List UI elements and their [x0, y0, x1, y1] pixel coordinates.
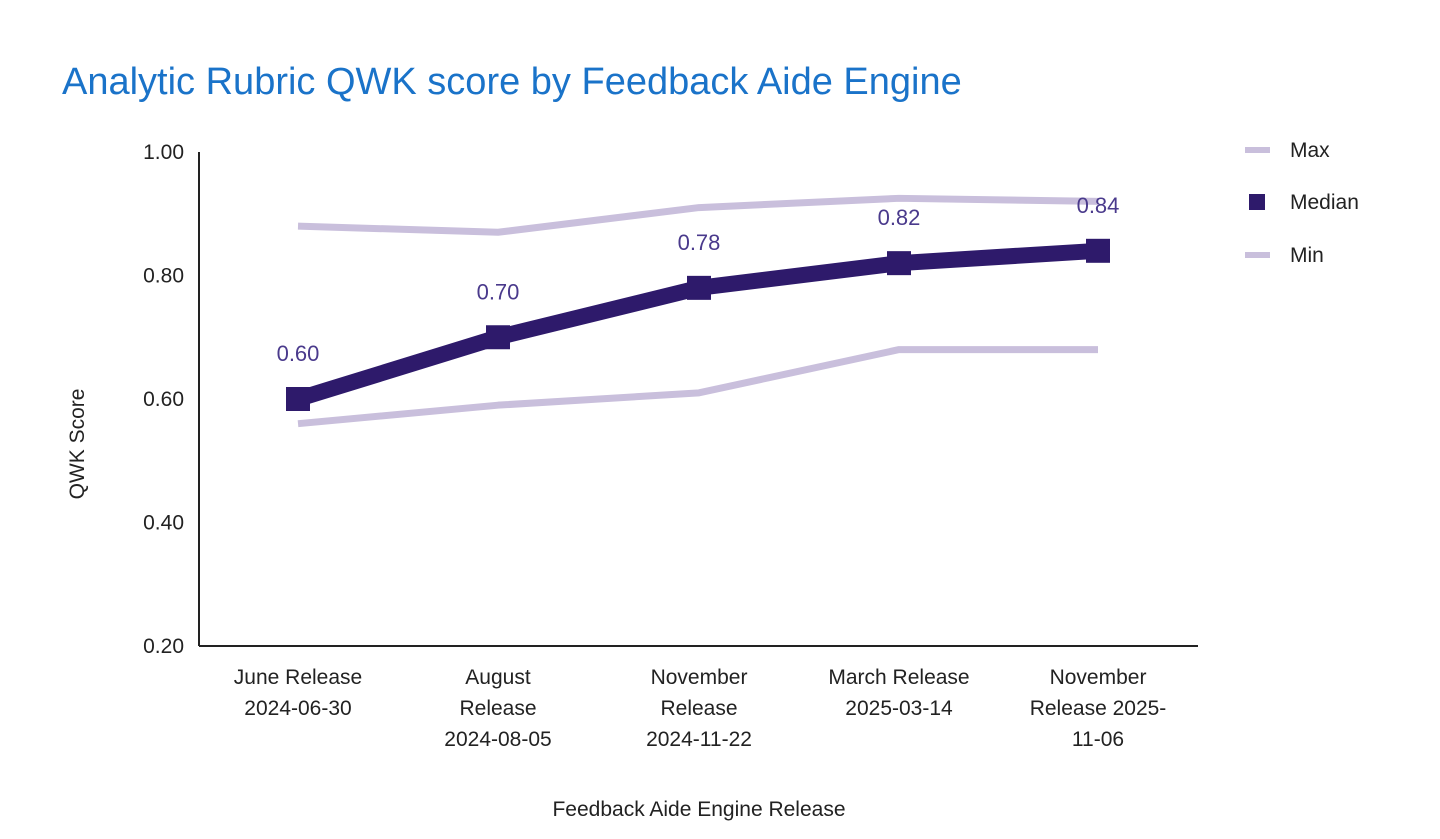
median-point	[687, 275, 711, 300]
data-label: 0.82	[878, 205, 921, 230]
x-tick-label-line: 2024-08-05	[444, 728, 551, 751]
x-tick-label-line: 2024-06-30	[244, 697, 351, 720]
data-label: 0.78	[678, 230, 721, 255]
x-tick-label-line: August	[465, 666, 531, 689]
x-tick-label-line: 11-06	[1072, 728, 1124, 751]
legend-swatch-median	[1249, 194, 1265, 210]
x-tick-label-line: March Release	[828, 666, 969, 689]
legend: Max Median Min	[1245, 139, 1359, 267]
x-tick-label: November Release 2024-11-22	[646, 666, 752, 751]
y-tick-label: 1.00	[143, 141, 184, 164]
chart-title: Analytic Rubric QWK score by Feedback Ai…	[62, 61, 962, 103]
data-label: 0.60	[277, 341, 320, 366]
plot-area: 1.00 0.80 0.60 0.40 0.20 June Release 2024-06-…	[143, 141, 1198, 751]
x-tick-label-line: November	[1050, 666, 1147, 689]
y-tick-label: 0.60	[143, 388, 184, 411]
x-tick-label-line: Release 2025-	[1030, 697, 1167, 720]
x-tick-label-line: November	[651, 666, 748, 689]
series-line-max	[297, 194, 1099, 236]
x-tick-label: November Release 2025- 11-06	[1030, 666, 1167, 751]
legend-label-max: Max	[1290, 139, 1330, 162]
x-tick-label-line: Release	[459, 697, 536, 720]
median-point	[1086, 238, 1110, 263]
legend-label-min: Min	[1290, 244, 1324, 267]
y-tick-label: 0.80	[143, 265, 184, 288]
data-label: 0.84	[1077, 193, 1120, 218]
median-point	[286, 387, 310, 411]
x-tick-label-line: 2025-03-14	[845, 697, 953, 720]
x-tick-label: March Release 2025-03-14	[828, 666, 969, 720]
y-axis-title: QWK Score	[66, 389, 89, 500]
data-label: 0.70	[477, 279, 520, 304]
x-tick-label: August Release 2024-08-05	[444, 666, 551, 751]
x-tick-label-line: 2024-11-22	[646, 728, 752, 751]
legend-label-median: Median	[1290, 191, 1359, 214]
x-tick-label-line: June Release	[234, 666, 362, 689]
series-line-min	[297, 346, 1098, 428]
x-tick-label-line: Release	[660, 697, 737, 720]
series-line-median	[295, 242, 1099, 407]
x-axis-title: Feedback Aide Engine Release	[552, 798, 845, 821]
y-tick-label: 0.40	[143, 512, 184, 535]
median-point	[887, 251, 911, 276]
x-tick-label: June Release 2024-06-30	[234, 666, 362, 720]
median-point	[486, 325, 510, 350]
y-tick-label: 0.20	[143, 635, 184, 658]
